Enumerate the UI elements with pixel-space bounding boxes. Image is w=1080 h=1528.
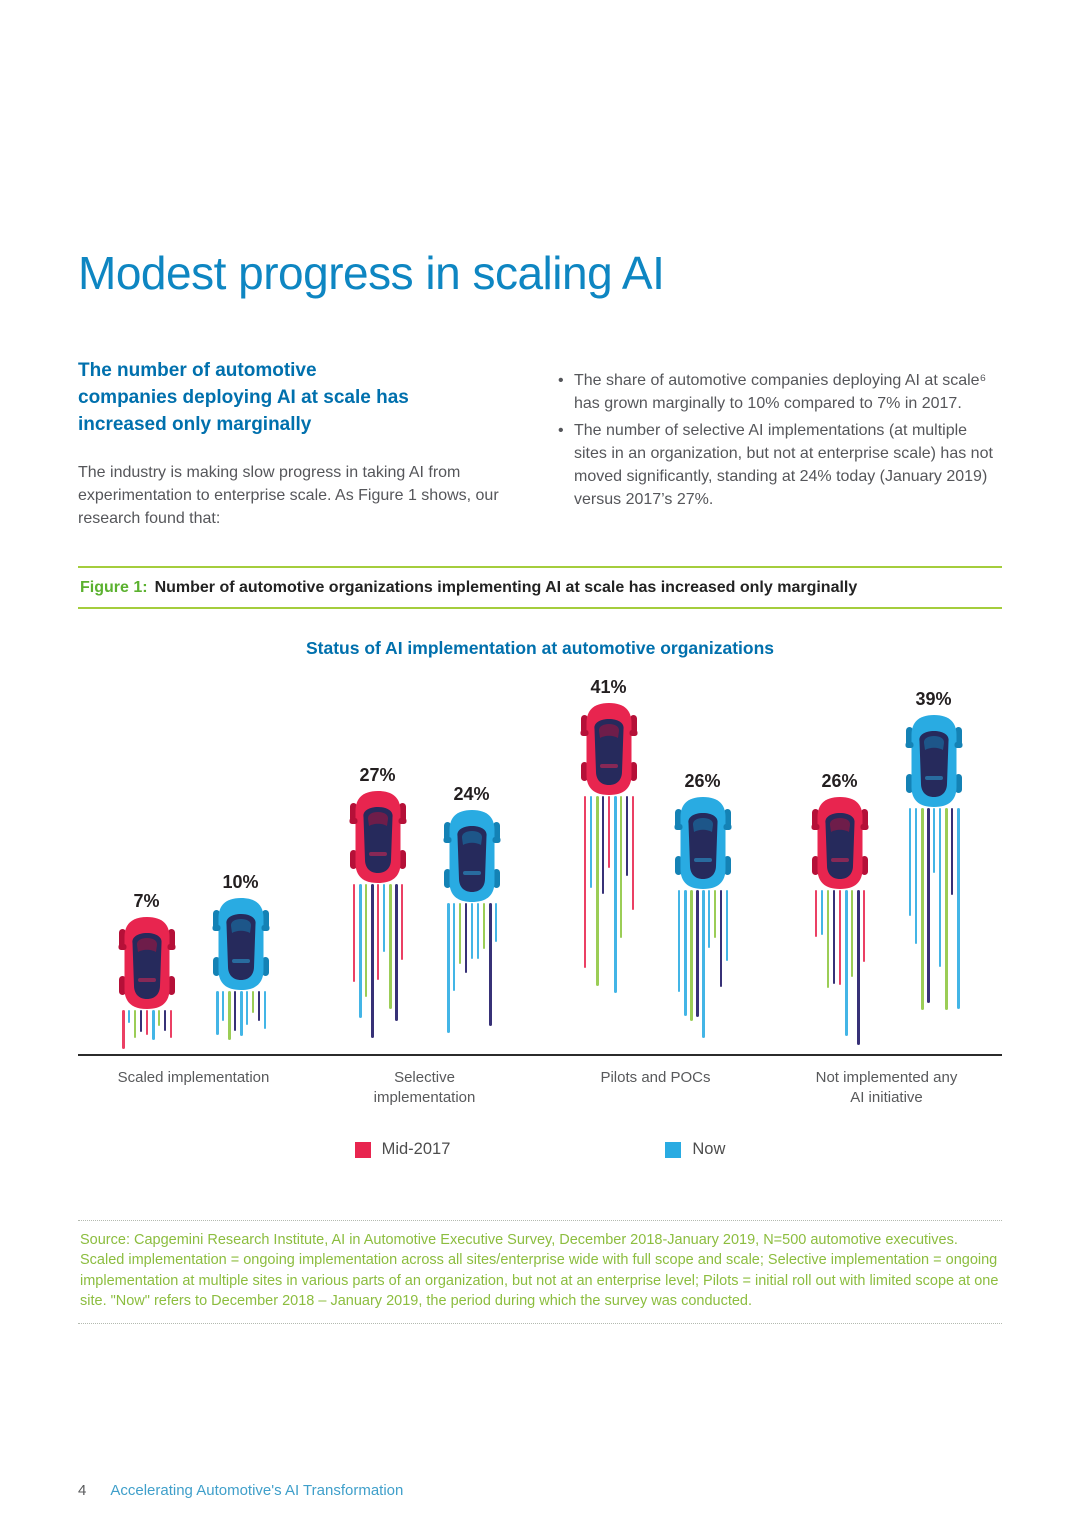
legend-label: Now [692, 1140, 726, 1158]
car-column: 26% [674, 662, 732, 1054]
legend-item: Now [665, 1140, 725, 1159]
page-footer: 4 Accelerating Automotive's AI Transforma… [78, 1482, 403, 1499]
car-icon [118, 916, 175, 1009]
chart-group: 7% 10% [78, 662, 309, 1054]
car-icon [212, 898, 269, 990]
speed-trail [580, 795, 638, 1054]
value-label: 27% [359, 764, 396, 785]
car-column: 39% [905, 662, 963, 1054]
chart-legend: Mid-2017 Now [78, 1140, 1002, 1159]
legend-swatch [665, 1141, 682, 1158]
car-column: 41% [580, 662, 638, 1054]
chart-plot-area: 7% 10% 27% 24% 41% 26% 26% 39% [78, 662, 1002, 1054]
legend-swatch [354, 1141, 371, 1158]
intro-left-column: The number of automotive companies deplo… [78, 358, 556, 530]
value-label: 41% [590, 676, 627, 697]
key-findings-list: The share of automotive companies deploy… [556, 358, 1002, 530]
page-title: Modest progress in scaling AI [78, 247, 665, 299]
intro-section: The number of automotive companies deplo… [78, 358, 1002, 530]
speed-trail [212, 991, 270, 1054]
chart-title: Status of AI implementation at automotiv… [305, 638, 774, 658]
chart-category-axis: Scaled implementation Selective implement… [78, 1068, 1002, 1109]
legend-item: Mid-2017 [354, 1140, 451, 1159]
car-column: 26% [811, 662, 869, 1054]
car-icon [443, 809, 500, 902]
speed-trail [349, 883, 407, 1054]
speed-trail [905, 808, 963, 1054]
chart-group: 41% 26% [540, 662, 771, 1054]
legend-label: Mid-2017 [381, 1140, 451, 1158]
chart-group: 27% 24% [309, 662, 540, 1054]
source-note: Source: Capgemini Research Institute, AI… [78, 1220, 1002, 1325]
category-label: Not implemented any AI initiative [815, 1069, 958, 1107]
intro-paragraph: The industry is making slow progress in … [78, 463, 499, 528]
category-label: Pilots and POCs [600, 1069, 711, 1086]
figure-label: Figure 1: [80, 579, 148, 596]
value-label: 26% [684, 771, 721, 792]
car-column: 7% [118, 662, 176, 1054]
figure-title: Number of automotive organizations imple… [154, 579, 858, 596]
value-label: 24% [453, 783, 490, 804]
value-label: 39% [915, 689, 952, 710]
footer-title: Accelerating Automotive's AI Transformat… [110, 1482, 404, 1499]
chart-baseline [78, 1054, 1002, 1056]
car-column: 24% [443, 662, 501, 1054]
category-label: Scaled implementation [117, 1069, 270, 1086]
car-column: 27% [349, 662, 407, 1054]
section-subtitle: The number of automotive companies deplo… [78, 360, 409, 435]
speed-trail [118, 1009, 176, 1054]
car-column: 10% [212, 662, 270, 1054]
speed-trail [811, 890, 869, 1054]
car-icon [674, 797, 731, 890]
speed-trail [674, 890, 732, 1054]
value-label: 10% [222, 872, 259, 892]
car-icon [905, 715, 962, 808]
car-icon [811, 797, 868, 890]
chart-group: 26% 39% [771, 662, 1002, 1054]
category-label: Selective implementation [373, 1069, 476, 1107]
bullet-item: The share of automotive companies deploy… [556, 370, 1002, 415]
speed-trail [443, 902, 501, 1054]
bullet-item: The number of selective AI implementatio… [556, 420, 1002, 511]
car-icon [349, 790, 406, 883]
value-label: 7% [133, 890, 160, 911]
figure-caption: Figure 1: Number of automotive organizati… [78, 566, 1002, 609]
page-number: 4 [78, 1482, 87, 1499]
car-icon [580, 702, 637, 795]
value-label: 26% [821, 771, 858, 792]
